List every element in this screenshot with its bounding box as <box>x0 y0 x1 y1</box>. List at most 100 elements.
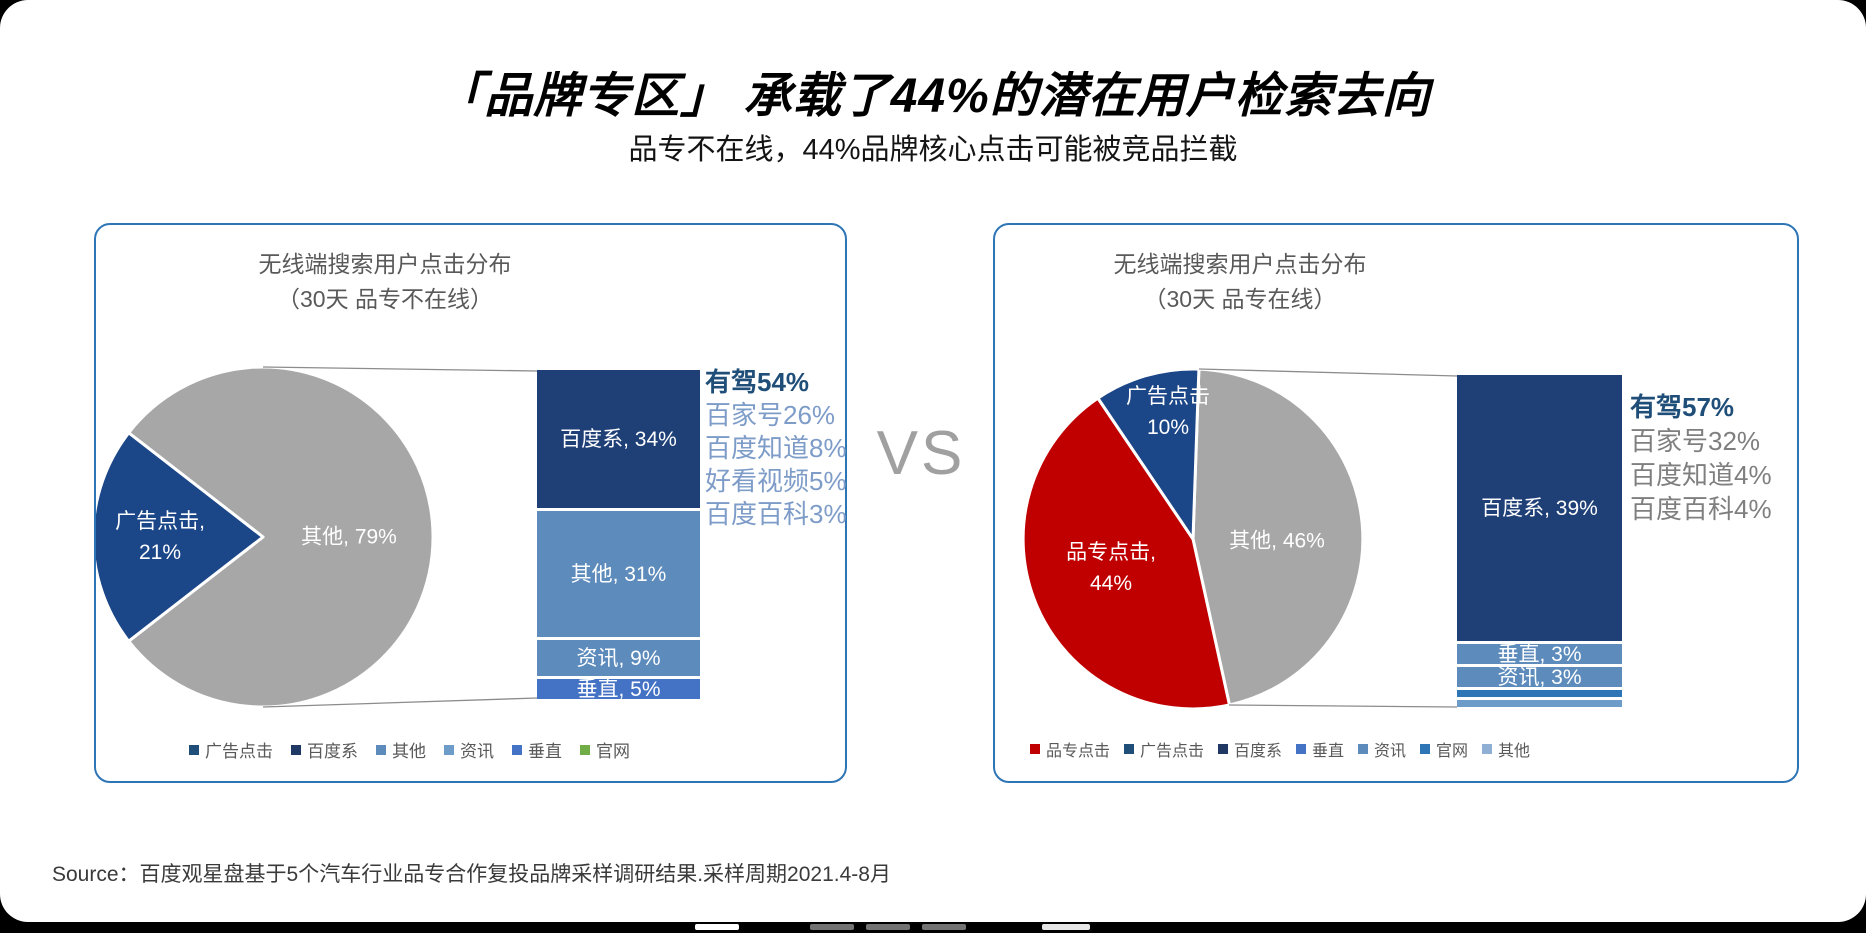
legend-item-品专点击: 品专点击 <box>1029 737 1110 761</box>
bar-segment-label: 资讯, 9% <box>576 646 661 670</box>
bar-segment-官网 <box>1457 690 1622 697</box>
legend-swatch-icon <box>512 744 522 755</box>
bar-segment-百度系: 百度系, 34% <box>537 370 700 508</box>
bar-segment-资讯: 资讯, 9% <box>537 640 700 676</box>
legend-swatch-icon <box>291 744 301 755</box>
legend-item-百度系: 百度系 <box>291 737 358 762</box>
annotation-line: 有驾54% <box>705 367 810 397</box>
legend-item-广告点击: 广告点击 <box>1123 737 1204 761</box>
pie-slice-其他 <box>1191 367 1365 707</box>
legend-item-广告点击: 广告点击 <box>189 737 273 762</box>
bar-segment-label: 垂直, 3% <box>1497 642 1582 666</box>
legend-item-百度系: 百度系 <box>1217 737 1282 761</box>
bar-segment-垂直: 垂直, 5% <box>537 677 700 701</box>
legend-swatch-icon <box>189 744 199 755</box>
bar-segment-其他: 其他, 31% <box>537 511 700 637</box>
legend: 品专点击 广告点击 百度系 垂直 资讯 官网 其他 <box>1025 737 1535 761</box>
connector-line <box>262 697 538 708</box>
legend-label: 广告点击 <box>205 742 273 761</box>
legend-label: 百度系 <box>1233 743 1282 760</box>
page-title: 「品牌专区」 承载了44%的潜在用户检索去向 <box>435 70 1431 123</box>
panel-online-chart: 无线端搜索用户点击分布 （30天 品专在线） 百度系, 39% 垂直, 3% 资讯,… <box>993 223 1799 783</box>
footer-progress-bar <box>0 922 1866 933</box>
legend-item-垂直: 垂直 <box>1295 737 1344 761</box>
legend-swatch-icon <box>1217 744 1228 754</box>
chart-title-line2: （30天 品专在线） <box>1143 286 1337 312</box>
panel-offline-chart: 无线端搜索用户点击分布 （30天 品专不在线） 百度系, 34% 其他, 31% 资… <box>94 223 847 783</box>
annotation-line: 百家号26% <box>705 400 836 430</box>
pie-slice-其他 <box>127 365 435 709</box>
legend-label: 百度系 <box>307 742 358 761</box>
legend-swatch-icon <box>376 744 386 755</box>
pie-slice-label: 广告点击 10% <box>1126 385 1210 439</box>
chart-title: 无线端搜索用户点击分布 （30天 品专不在线） <box>96 247 674 317</box>
annotation-line: 百度百科3% <box>705 499 847 529</box>
vs-label: VS <box>876 419 966 488</box>
pie-slice-label: 广告点击, 21% <box>115 510 205 564</box>
page-subtitle: 品专不在线，44%品牌核心点击可能被竞品拦截 <box>628 134 1238 166</box>
chart-title-line1: 无线端搜索用户点击分布 <box>1113 251 1367 277</box>
bar-segment-百度系: 百度系, 39% <box>1457 375 1622 641</box>
pie-chart <box>1021 367 1458 711</box>
pie-slice-label: 品专点击, 44% <box>1066 541 1156 595</box>
legend-item-官网: 官网 <box>580 737 630 762</box>
legend-item-其他: 其他 <box>376 737 426 762</box>
progress-dash <box>695 924 739 930</box>
legend-label: 其他 <box>392 742 426 761</box>
legend-label: 垂直 <box>1311 743 1344 760</box>
annotation-line: 百家号32% <box>1630 426 1761 456</box>
bar-segment-资讯: 资讯, 3% <box>1457 665 1622 689</box>
bar-segment-label: 百度系, 34% <box>560 427 677 451</box>
legend-swatch-icon <box>580 744 590 755</box>
legend-swatch-icon <box>1358 744 1368 754</box>
chart-title: 无线端搜索用户点击分布 （30天 品专在线） <box>995 247 1485 317</box>
source-note: Source：百度观星盘基于5个汽车行业品专合作复投品牌采样调研结果.采样周期2… <box>52 863 891 886</box>
legend-label: 垂直 <box>528 742 562 761</box>
legend-label: 其他 <box>1498 743 1531 760</box>
connector-line <box>262 366 538 372</box>
chart-title-line2: （30天 品专不在线） <box>277 286 493 312</box>
annotation-list: 有驾57% 百家号32% 百度知道4% 百度百科4% <box>1630 390 1772 526</box>
legend-swatch-icon <box>444 744 454 755</box>
pie-slice-label: 其他, 46% <box>1229 529 1325 553</box>
annotation-list: 有驾54% 百家号26% 百度知道8% 好看视频5% 百度百科3% <box>705 366 847 531</box>
pie-slice-广告点击 <box>96 431 265 643</box>
connector-line <box>1228 704 1458 708</box>
legend-item-资讯: 资讯 <box>444 737 494 762</box>
stacked-bar: 百度系, 34% 其他, 31% 资讯, 9% 垂直, 5% <box>537 370 700 701</box>
legend-label: 资讯 <box>460 742 494 761</box>
legend-item-资讯: 资讯 <box>1358 737 1406 761</box>
legend-swatch-icon <box>1029 744 1040 754</box>
progress-dash <box>922 924 966 930</box>
legend-swatch-icon <box>1123 744 1134 754</box>
bar-segment-其他 <box>1457 700 1622 707</box>
bar-segment-垂直: 垂直, 3% <box>1457 642 1622 666</box>
pie-slice-广告点击 <box>1096 367 1201 541</box>
progress-dash <box>810 924 854 930</box>
legend-label: 资讯 <box>1374 743 1407 760</box>
bar-segment-label: 百度系, 39% <box>1481 496 1598 520</box>
legend-swatch-icon <box>1420 744 1431 754</box>
bar-segment-label: 资讯, 3% <box>1497 665 1582 689</box>
pie-chart <box>96 365 538 709</box>
legend-label: 官网 <box>596 742 630 761</box>
legend: 广告点击 百度系 其他 资讯 垂直 官网 <box>172 737 647 762</box>
legend-label: 官网 <box>1436 743 1469 760</box>
annotation-line: 有驾57% <box>1630 392 1735 422</box>
progress-dash <box>866 924 910 930</box>
bar-segment-label: 垂直, 5% <box>576 677 661 701</box>
chart-title-line1: 无线端搜索用户点击分布 <box>258 251 512 277</box>
pie-slice-label: 其他, 79% <box>301 525 397 549</box>
legend-item-其他: 其他 <box>1482 737 1530 761</box>
connector-line <box>1198 368 1458 377</box>
annotation-line: 百度知道8% <box>705 433 847 463</box>
bar-segment-label: 其他, 31% <box>570 562 667 586</box>
stacked-bar: 百度系, 39% 垂直, 3% 资讯, 3% <box>1457 375 1622 708</box>
progress-dash <box>1042 924 1090 930</box>
annotation-line: 百度知道4% <box>1630 460 1772 490</box>
legend-label: 广告点击 <box>1139 743 1204 760</box>
legend-swatch-icon <box>1482 744 1493 754</box>
annotation-line: 百度百科4% <box>1630 494 1772 524</box>
legend-swatch-icon <box>1295 744 1306 754</box>
